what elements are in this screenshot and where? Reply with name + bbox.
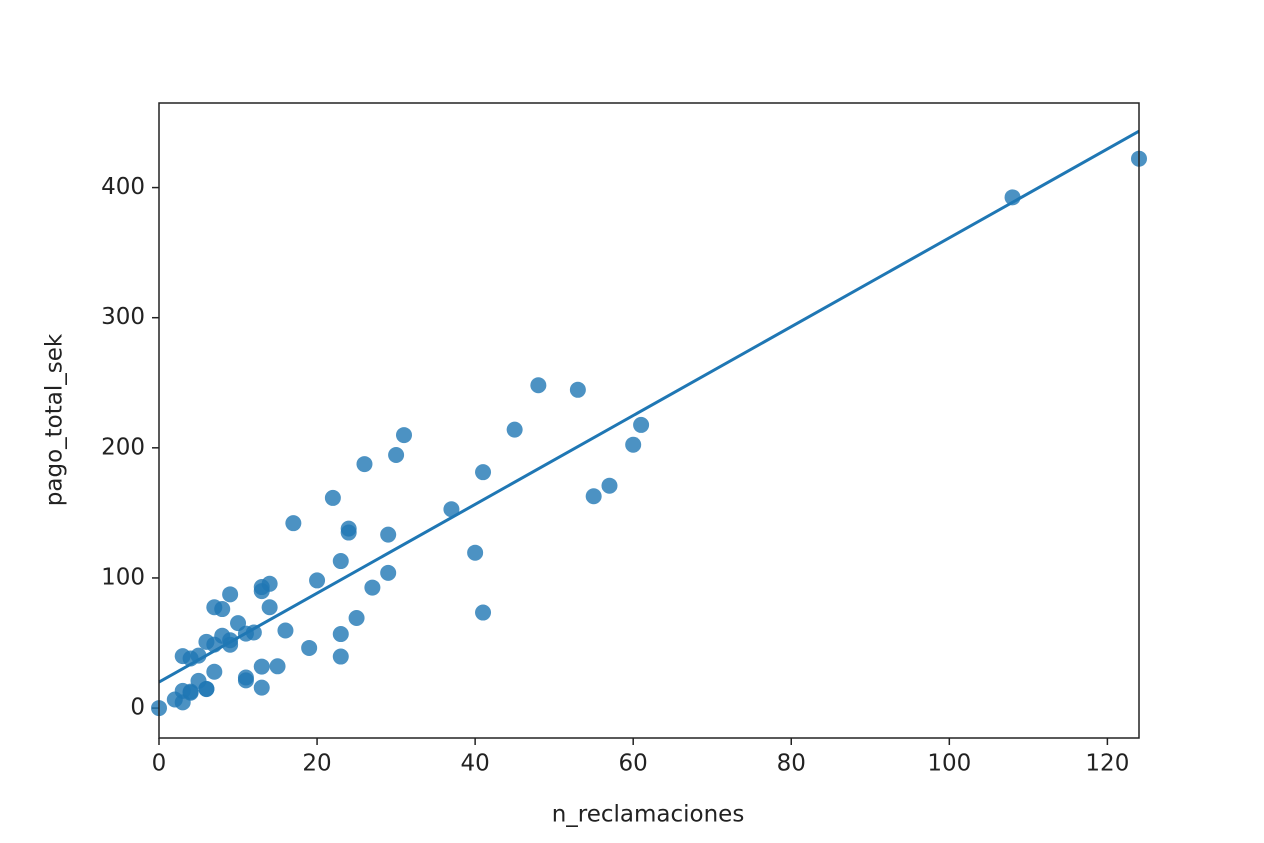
point — [388, 446, 405, 463]
point — [253, 679, 270, 696]
point — [443, 501, 460, 518]
point — [585, 488, 602, 505]
point — [269, 658, 286, 675]
point — [475, 464, 492, 481]
point — [530, 377, 547, 394]
point — [261, 599, 278, 616]
y-tick-label: 0 — [130, 695, 145, 721]
x-tick-label: 60 — [619, 751, 648, 777]
point — [174, 648, 191, 665]
point — [380, 526, 397, 543]
x-tick-label: 120 — [1085, 751, 1129, 777]
point — [198, 633, 215, 650]
point — [332, 648, 349, 665]
point — [348, 610, 365, 627]
point — [625, 436, 642, 453]
point — [569, 381, 586, 398]
point — [324, 489, 341, 506]
x-tick-label: 100 — [927, 751, 971, 777]
point — [245, 624, 262, 641]
plot-frame — [158, 102, 1140, 739]
x-tick-label: 40 — [460, 751, 489, 777]
x-tick-label: 20 — [302, 751, 331, 777]
point — [633, 416, 650, 433]
point — [364, 579, 381, 596]
point — [506, 421, 523, 438]
point — [301, 639, 318, 656]
point — [380, 564, 397, 581]
point — [253, 658, 270, 675]
x-tick-label: 0 — [152, 751, 167, 777]
point — [396, 427, 412, 444]
point — [214, 627, 231, 644]
point — [261, 575, 278, 592]
point — [285, 515, 302, 532]
point — [237, 672, 254, 689]
point — [356, 456, 373, 473]
y-tick-label: 200 — [101, 434, 145, 460]
x-axis-label: n_reclamaciones — [552, 802, 745, 828]
point — [214, 601, 231, 618]
point — [206, 663, 223, 680]
x-tick-label: 80 — [777, 751, 806, 777]
point — [277, 622, 294, 639]
point — [190, 647, 207, 664]
point — [309, 572, 326, 589]
y-tick-label: 300 — [101, 304, 145, 330]
point — [467, 544, 484, 561]
point — [340, 520, 357, 537]
point — [332, 626, 349, 643]
point — [222, 586, 239, 603]
y-tick-label: 400 — [101, 174, 145, 200]
point — [182, 683, 199, 700]
point — [332, 553, 349, 570]
y-axis-label: pago_total_sek — [42, 333, 68, 506]
y-tick-label: 100 — [101, 564, 145, 590]
regression-line — [158, 129, 1140, 684]
point — [475, 604, 492, 621]
point — [601, 477, 618, 494]
point — [198, 681, 215, 698]
